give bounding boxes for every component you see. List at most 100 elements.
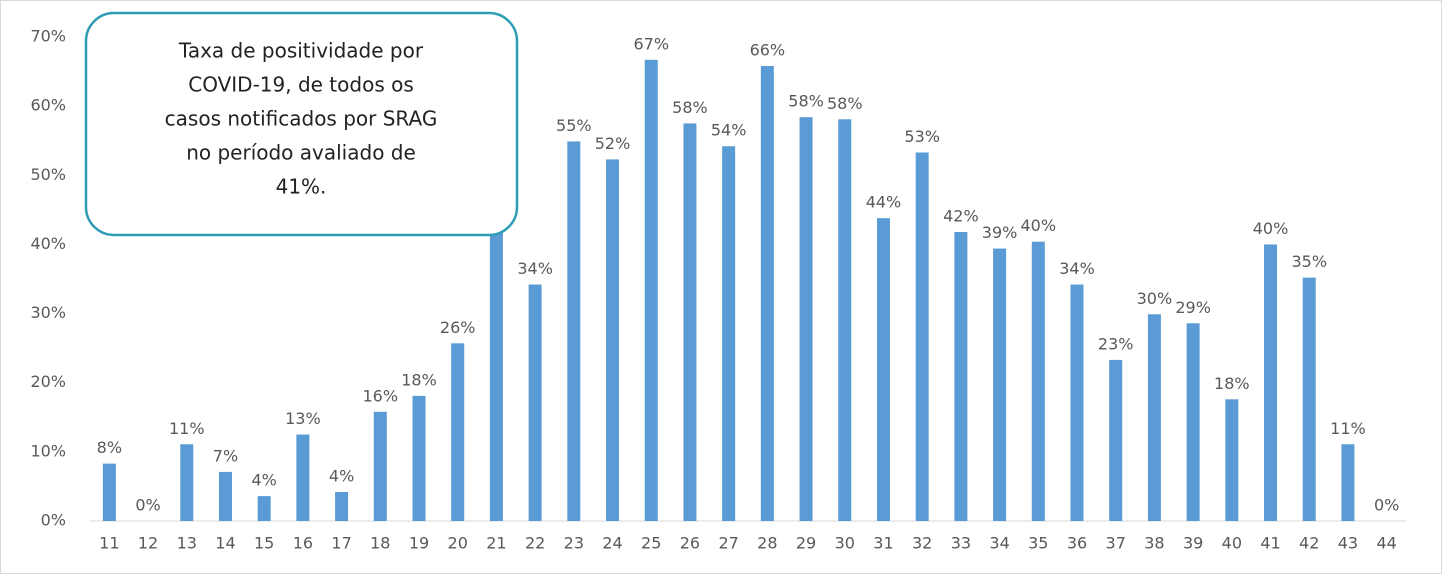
data-label: 0% xyxy=(1374,496,1399,515)
data-label: 35% xyxy=(1291,252,1327,271)
x-tick-label: 15 xyxy=(254,534,274,553)
data-label: 40% xyxy=(1253,219,1289,238)
x-tick-label: 42 xyxy=(1299,534,1319,553)
data-label: 30% xyxy=(1137,289,1173,308)
x-tick-label: 38 xyxy=(1144,534,1164,553)
bar xyxy=(954,231,968,522)
data-label: 40% xyxy=(1021,216,1057,235)
data-label: 58% xyxy=(788,92,824,111)
data-label: 67% xyxy=(633,34,669,53)
data-label: 58% xyxy=(672,98,708,117)
bar xyxy=(528,284,542,521)
data-label: 18% xyxy=(401,370,437,389)
data-label: 8% xyxy=(97,438,122,457)
bar xyxy=(451,343,465,521)
data-label: 34% xyxy=(1059,259,1095,278)
x-tick-label: 24 xyxy=(602,534,622,553)
y-tick-label: 10% xyxy=(30,441,66,460)
y-tick-label: 20% xyxy=(30,372,66,391)
x-tick-label: 39 xyxy=(1183,534,1203,553)
x-tick-label: 23 xyxy=(564,534,584,553)
annotation-text: casos notificados por SRAG xyxy=(165,107,438,131)
data-label: 0% xyxy=(135,496,160,515)
bar xyxy=(799,117,813,521)
bar xyxy=(1264,244,1278,521)
bar xyxy=(606,159,620,521)
data-label: 39% xyxy=(982,223,1018,242)
x-tick-label: 14 xyxy=(215,534,235,553)
x-tick-label: 44 xyxy=(1376,534,1396,553)
bar xyxy=(722,146,736,521)
annotation-text: no período avaliado de xyxy=(186,141,416,165)
data-label: 18% xyxy=(1214,374,1250,393)
x-tick-label: 27 xyxy=(718,534,738,553)
x-tick-label: 30 xyxy=(835,534,855,553)
annotation-text: COVID-19, de todos os xyxy=(188,73,414,97)
bar xyxy=(1031,241,1045,522)
data-label: 4% xyxy=(329,466,354,485)
data-label: 11% xyxy=(1330,419,1366,438)
bar xyxy=(180,444,194,521)
bar xyxy=(102,463,116,521)
annotation-text: Taxa de positividade por xyxy=(178,39,424,63)
bar xyxy=(567,141,581,522)
x-tick-label: 35 xyxy=(1028,534,1048,553)
bar xyxy=(1186,323,1200,521)
y-tick-label: 40% xyxy=(30,234,66,253)
y-tick-label: 30% xyxy=(30,303,66,322)
bar xyxy=(644,59,658,522)
y-tick-label: 70% xyxy=(30,27,66,46)
x-tick-label: 18 xyxy=(370,534,390,553)
annotation-text: 41%. xyxy=(276,175,327,199)
y-tick-label: 0% xyxy=(41,511,66,530)
data-label: 44% xyxy=(866,193,902,212)
x-tick-label: 32 xyxy=(912,534,932,553)
data-label: 29% xyxy=(1175,298,1211,317)
bar xyxy=(915,152,929,521)
x-tick-label: 20 xyxy=(448,534,468,553)
data-label: 16% xyxy=(363,386,399,405)
x-tick-label: 17 xyxy=(331,534,351,553)
data-label: 58% xyxy=(827,94,863,113)
bar xyxy=(1341,444,1355,521)
bar xyxy=(683,123,697,521)
x-tick-label: 34 xyxy=(989,534,1009,553)
x-tick-label: 33 xyxy=(951,534,971,553)
bar xyxy=(760,66,774,521)
bar xyxy=(1225,399,1239,521)
x-tick-label: 11 xyxy=(99,534,119,553)
bar xyxy=(218,471,232,521)
data-label: 55% xyxy=(556,116,592,135)
data-label: 23% xyxy=(1098,334,1134,353)
data-label: 4% xyxy=(251,471,276,490)
x-tick-label: 16 xyxy=(293,534,313,553)
x-tick-label: 13 xyxy=(177,534,197,553)
bar xyxy=(1109,359,1123,521)
data-label: 66% xyxy=(750,41,786,60)
data-label: 11% xyxy=(169,419,205,438)
x-tick-label: 22 xyxy=(525,534,545,553)
bar xyxy=(373,411,387,521)
x-tick-label: 37 xyxy=(1106,534,1126,553)
x-tick-label: 31 xyxy=(873,534,893,553)
y-tick-label: 60% xyxy=(30,96,66,115)
y-tick-label: 50% xyxy=(30,165,66,184)
x-tick-label: 26 xyxy=(680,534,700,553)
bar xyxy=(993,248,1007,521)
data-label: 34% xyxy=(517,259,553,278)
data-label: 13% xyxy=(285,409,321,428)
x-tick-label: 29 xyxy=(796,534,816,553)
bar xyxy=(838,119,852,521)
x-tick-label: 12 xyxy=(138,534,158,553)
x-tick-label: 28 xyxy=(757,534,777,553)
bar xyxy=(335,491,349,521)
x-tick-label: 25 xyxy=(641,534,661,553)
bar xyxy=(296,434,310,521)
x-tick-label: 36 xyxy=(1067,534,1087,553)
bar xyxy=(876,218,890,521)
bar xyxy=(489,231,503,522)
bar xyxy=(412,395,426,521)
bar xyxy=(1147,314,1161,521)
